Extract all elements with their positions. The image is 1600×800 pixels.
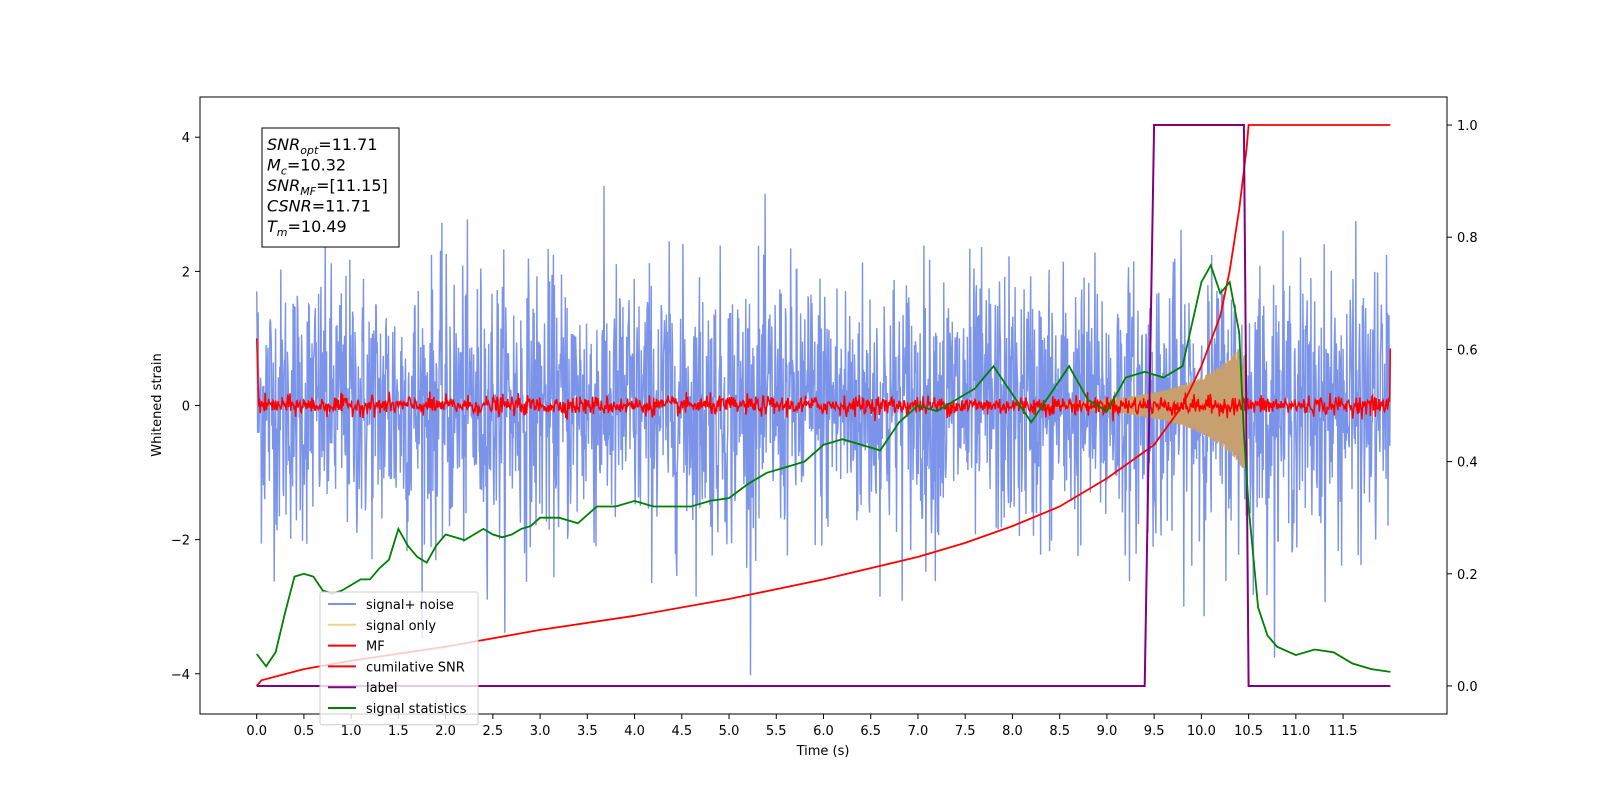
x-tick-label: 8.0 [1002, 724, 1023, 739]
y2-tick-label: 0.6 [1457, 343, 1478, 358]
legend-frame [319, 591, 479, 726]
x-tick-label: 0.5 [294, 724, 315, 739]
y-axis-label: Whitened strain [150, 353, 165, 456]
x-tick-label: 4.5 [671, 724, 692, 739]
annotation-frame [261, 127, 400, 248]
y2-tick-label: 0.2 [1457, 568, 1478, 583]
x-tick-label: 11.0 [1281, 724, 1310, 739]
x-tick-label: 5.0 [719, 724, 740, 739]
series-signal-statistics [255, 263, 1391, 673]
y-tick-label: 2 [182, 265, 190, 280]
y2-tick-label: 1.0 [1457, 119, 1478, 134]
x-axis-label: Time (s) [796, 744, 850, 759]
y2-tick-label: 0.0 [1457, 680, 1478, 695]
x-tick-label: 4.0 [624, 724, 645, 739]
y2-tick-label: 0.8 [1457, 231, 1478, 246]
annotation-line: Tm=10.49 [267, 217, 347, 239]
x-tick-label: 10.0 [1187, 724, 1216, 739]
x-tick-label: 7.5 [955, 724, 976, 739]
legend-entry-label: signal+ noise [366, 598, 454, 613]
annotation-line: SNRMF=[11.15] [267, 176, 388, 198]
x-tick-label: 1.5 [388, 724, 409, 739]
x-tick-label: 3.5 [577, 724, 598, 739]
annotation-line: SNRopt=11.71 [267, 135, 378, 157]
series-mf [255, 338, 1392, 422]
x-tick-label: 2.0 [435, 724, 456, 739]
series-label [256, 124, 1391, 687]
x-tick-label: 3.0 [530, 724, 551, 739]
annotation-box: SNRopt=11.71Mc=10.32SNRMF=[11.15]CSNR=11… [261, 127, 400, 248]
x-tick-label: 6.0 [813, 724, 834, 739]
legend-entry-label: cumilative SNR [366, 660, 465, 675]
x-tick-label: 6.5 [860, 724, 881, 739]
x-tick-label: 0.0 [246, 724, 267, 739]
x-tick-label: 11.5 [1329, 724, 1358, 739]
y2-tick-label: 0.4 [1457, 456, 1478, 471]
y-tick-label: 4 [182, 131, 190, 146]
legend: signal+ noise signal only MF cumilative SNR… [319, 591, 479, 726]
legend-entry-label: MF [366, 640, 385, 655]
x-tick-label: 7.0 [908, 724, 929, 739]
x-tick-label: 8.5 [1049, 724, 1070, 739]
x-tick-label: 9.0 [1097, 724, 1118, 739]
y-tick-label: −2 [171, 534, 190, 549]
y-tick-label: 0 [182, 400, 190, 415]
x-tick-label: 1.0 [341, 724, 362, 739]
annotation-line: CSNR=11.71 [267, 197, 371, 216]
x-tick-label: 10.5 [1234, 724, 1263, 739]
legend-entry-label: signal statistics [366, 702, 467, 717]
x-tick-label: 2.5 [483, 724, 504, 739]
y-tick-label: −4 [171, 668, 190, 683]
annotation-line: Mc=10.32 [267, 156, 346, 178]
x-tick-label: 5.5 [766, 724, 787, 739]
x-tick-label: 9.5 [1144, 724, 1165, 739]
legend-entry-label: label [366, 681, 397, 696]
legend-entry-label: signal only [366, 619, 436, 634]
